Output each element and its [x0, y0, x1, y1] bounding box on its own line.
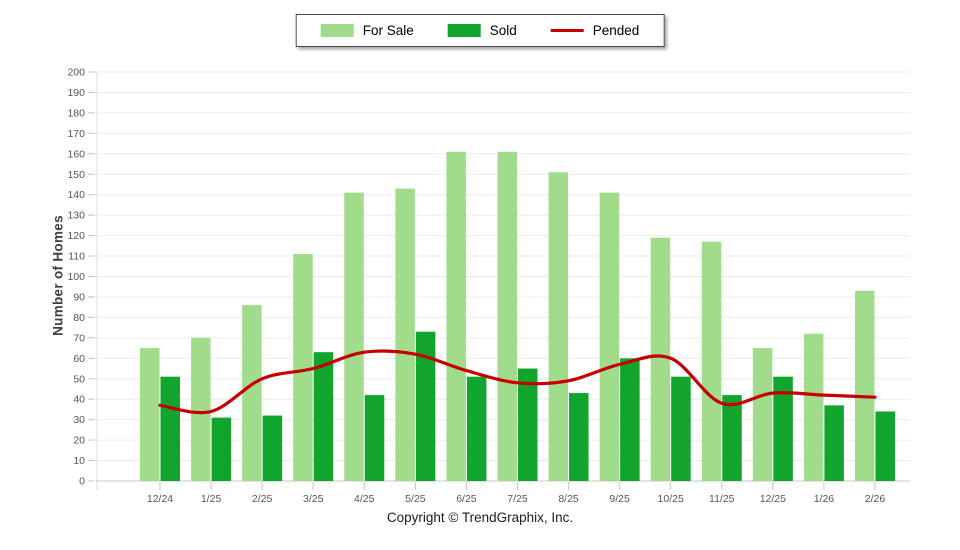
svg-text:3/25: 3/25: [303, 493, 324, 505]
legend-item-sold: Sold: [447, 23, 517, 38]
legend-item-for-sale: For Sale: [320, 23, 414, 38]
svg-text:100: 100: [67, 271, 85, 283]
legend-label-sold: Sold: [489, 23, 517, 38]
svg-text:80: 80: [73, 312, 85, 324]
svg-text:90: 90: [73, 291, 85, 303]
svg-text:40: 40: [73, 394, 85, 406]
legend-label-pended: Pended: [592, 23, 640, 38]
legend-item-pended: Pended: [550, 23, 640, 38]
pended-line-swatch-icon: [550, 29, 584, 32]
svg-text:12/25: 12/25: [760, 493, 786, 505]
svg-text:7/25: 7/25: [507, 493, 528, 505]
svg-text:130: 130: [67, 210, 85, 222]
for-sale-swatch-icon: [320, 24, 354, 37]
svg-text:1/26: 1/26: [814, 493, 835, 505]
svg-text:9/25: 9/25: [609, 493, 630, 505]
svg-text:11/25: 11/25: [709, 493, 735, 505]
svg-text:6/25: 6/25: [456, 493, 477, 505]
svg-text:170: 170: [67, 128, 85, 140]
svg-text:190: 190: [67, 87, 85, 99]
svg-text:30: 30: [73, 414, 85, 426]
svg-text:12/24: 12/24: [147, 493, 173, 505]
copyright-text: Copyright © TrendGraphix, Inc.: [386, 510, 574, 525]
svg-text:150: 150: [67, 169, 85, 181]
svg-text:110: 110: [68, 251, 85, 263]
svg-text:120: 120: [67, 230, 85, 242]
svg-text:180: 180: [67, 107, 85, 119]
svg-text:1/25: 1/25: [201, 493, 222, 505]
svg-text:50: 50: [73, 373, 85, 385]
svg-text:70: 70: [73, 332, 85, 344]
svg-text:2/26: 2/26: [865, 493, 886, 505]
svg-text:60: 60: [73, 353, 85, 365]
svg-text:10/25: 10/25: [658, 493, 684, 505]
svg-text:160: 160: [67, 148, 85, 160]
svg-text:0: 0: [79, 476, 85, 488]
sold-swatch-icon: [447, 24, 481, 37]
svg-text:20: 20: [73, 435, 85, 447]
svg-text:140: 140: [67, 189, 85, 201]
legend-label-for-sale: For Sale: [362, 23, 414, 38]
svg-text:200: 200: [67, 67, 85, 79]
svg-text:10: 10: [73, 455, 85, 467]
svg-text:2/25: 2/25: [252, 493, 273, 505]
svg-text:8/25: 8/25: [558, 493, 579, 505]
svg-text:5/25: 5/25: [405, 493, 426, 505]
svg-text:4/25: 4/25: [354, 493, 375, 505]
chart-legend: For Sale Sold Pended: [295, 14, 665, 47]
